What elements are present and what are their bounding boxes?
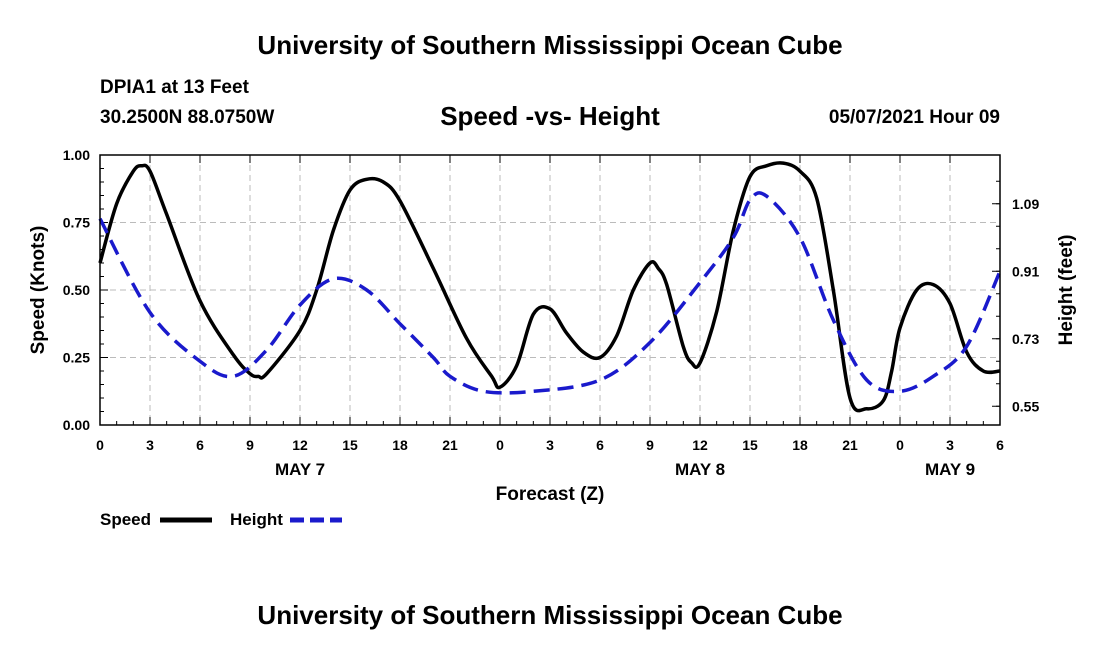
y-tick-label: 0.75 [63,215,90,231]
legend: Speed Height [100,510,342,529]
x-tick-label: 3 [146,437,154,453]
x-tick-label: 0 [96,437,104,453]
speed-series-line [98,161,1001,413]
series [98,161,1002,413]
legend-speed-label: Speed [100,510,151,529]
x-tick-label: 6 [196,437,204,453]
footer-title: University of Southern Mississippi Ocean… [257,600,843,630]
x-tick-label: 15 [342,437,358,453]
y2-tick-label: 0.91 [1012,263,1039,279]
x-tick-label: 6 [996,437,1004,453]
x-tick-label: 3 [546,437,554,453]
date-label: MAY 8 [675,460,725,479]
y2-tick-label: 0.55 [1012,398,1039,414]
x-tick-label: 15 [742,437,758,453]
station-coords: 30.2500N 88.0750W [100,107,275,128]
date-label: MAY 9 [925,460,975,479]
x-tick-label: 12 [692,437,708,453]
axis-labels: 0 3 6 9 12 15 18 21 0 3 6 9 12 15 18 21 0 3 6 0.00 0.25 0.50 0… [63,147,1040,479]
y-tick-label: 1.00 [63,147,90,163]
y-tick-label: 0.50 [63,282,90,298]
x-axis-label: Forecast (Z) [496,484,605,505]
x-tick-label: 0 [496,437,504,453]
x-tick-label: 6 [596,437,604,453]
x-tick-label: 9 [646,437,654,453]
plot-frame [99,154,1001,426]
y-tick-label: 0.25 [63,350,90,366]
x-tick-label: 18 [792,437,808,453]
station-name: DPIA1 at 13 Feet [100,77,249,98]
x-tick-label: 0 [896,437,904,453]
x-tick-label: 21 [842,437,858,453]
y-tick-label: 0.00 [63,417,90,433]
date-label: MAY 7 [275,460,325,479]
page-title: University of Southern Mississippi Ocean… [257,30,843,60]
legend-height-label: Height [230,510,283,529]
x-tick-label: 18 [392,437,408,453]
chart-title: Speed -vs- Height [440,101,660,131]
x-tick-label: 9 [246,437,254,453]
grid [100,155,1000,425]
y2-tick-label: 0.73 [1012,331,1039,347]
x-tick-label: 3 [946,437,954,453]
height-series-line [98,191,1002,395]
x-tick-label: 21 [442,437,458,453]
y2-tick-label: 1.09 [1012,196,1039,212]
x-tick-label: 12 [292,437,308,453]
forecast-datetime: 05/07/2021 Hour 09 [828,107,1000,128]
y2-axis-label: Height (feet) [1056,235,1077,346]
y-axis-label: Speed (Knots) [28,226,49,355]
